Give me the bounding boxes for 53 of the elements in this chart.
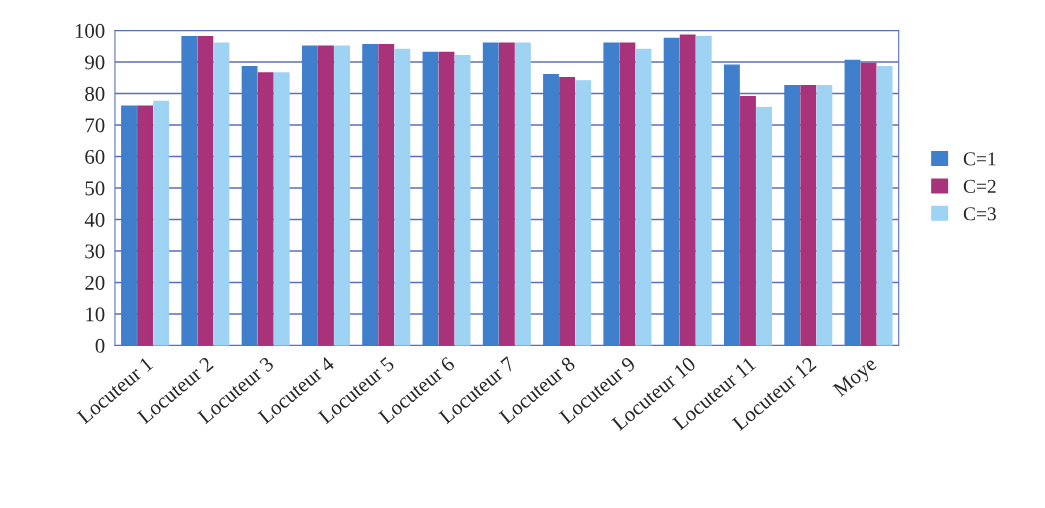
bar bbox=[498, 42, 515, 346]
bar bbox=[876, 66, 893, 346]
bar bbox=[197, 36, 214, 346]
y-tick-label: 20 bbox=[85, 275, 105, 290]
bar bbox=[137, 105, 154, 346]
bar bbox=[816, 84, 833, 346]
bar bbox=[334, 45, 350, 346]
bar bbox=[422, 51, 439, 346]
bar bbox=[559, 77, 576, 346]
bar bbox=[153, 100, 170, 346]
bar bbox=[860, 62, 877, 346]
y-tick-label: 90 bbox=[85, 55, 105, 70]
bar bbox=[784, 84, 801, 346]
bar bbox=[213, 42, 230, 346]
bar bbox=[257, 72, 274, 346]
y-tick-label: 80 bbox=[85, 86, 105, 101]
bar bbox=[273, 72, 290, 346]
bar bbox=[635, 48, 652, 346]
y-tick-label: 100 bbox=[75, 23, 105, 38]
bar bbox=[723, 64, 740, 346]
bar bbox=[679, 34, 696, 346]
bar bbox=[181, 36, 198, 346]
bar bbox=[301, 45, 318, 346]
legend-label: C=1 bbox=[963, 152, 996, 166]
y-tick-label: 60 bbox=[85, 149, 105, 164]
bar bbox=[378, 43, 395, 346]
bar bbox=[482, 42, 499, 346]
legend-label: C=3 bbox=[963, 207, 996, 221]
legend-label: C=2 bbox=[963, 179, 996, 193]
bar bbox=[121, 105, 137, 346]
bar bbox=[756, 106, 772, 346]
bar bbox=[394, 48, 411, 346]
bar bbox=[740, 95, 756, 346]
bar bbox=[663, 37, 680, 346]
bar bbox=[543, 73, 559, 346]
y-tick-label: 70 bbox=[85, 118, 105, 133]
y-tick-label: 10 bbox=[86, 307, 105, 322]
bar bbox=[695, 36, 712, 346]
bar bbox=[318, 45, 334, 346]
bar bbox=[575, 80, 592, 346]
bar bbox=[514, 42, 531, 346]
bar bbox=[362, 43, 379, 346]
bar bbox=[454, 54, 471, 346]
bar bbox=[844, 59, 861, 346]
bar bbox=[800, 84, 817, 346]
y-tick-label: 50 bbox=[85, 181, 105, 196]
bar bbox=[603, 42, 620, 346]
bar bbox=[619, 42, 636, 346]
y-tick-label: 40 bbox=[84, 212, 105, 227]
y-tick-label: 0 bbox=[95, 338, 105, 353]
y-tick-label: 30 bbox=[85, 244, 105, 259]
bar bbox=[438, 51, 455, 346]
bar bbox=[241, 66, 258, 346]
